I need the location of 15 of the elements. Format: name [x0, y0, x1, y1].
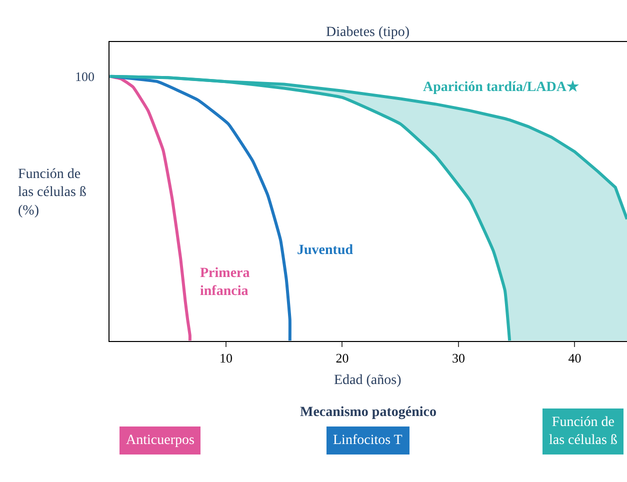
text: 100	[75, 69, 94, 84]
text: Mecanismo patogénico	[300, 405, 436, 420]
x-tick-label: 10	[219, 350, 232, 366]
text: Anticuerpos	[126, 433, 194, 448]
y-axis-title: Función de las células ß (%)	[18, 167, 86, 218]
x-tick-label: 20	[336, 350, 349, 366]
x-tick-label: 30	[452, 350, 465, 366]
chart-title: Diabetes (tipo)	[326, 25, 410, 40]
text: Linfocitos T	[333, 433, 403, 448]
text: Función de las células ß	[549, 415, 618, 448]
series-label: Aparición tardía/LADA★	[423, 79, 580, 95]
x-axis-title: Edad (años)	[334, 373, 402, 388]
x-tick-label: 40	[568, 350, 582, 366]
series-label: Primera infancia	[200, 266, 250, 300]
series-label: Juventud	[297, 243, 354, 258]
